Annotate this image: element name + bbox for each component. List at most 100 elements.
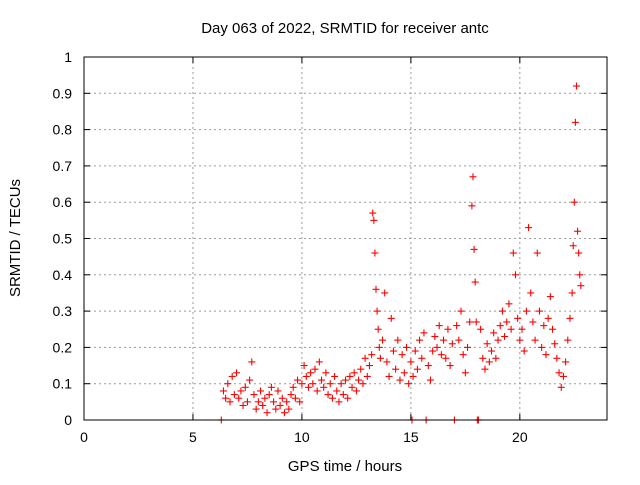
y-tick-label-0.5: 0.5: [53, 231, 73, 247]
data-point-0-156: [540, 322, 548, 330]
data-point-0-139: [503, 318, 511, 326]
data-point-0-146: [518, 325, 526, 333]
data-point-0-14: [248, 358, 256, 366]
data-point-0-140: [505, 300, 513, 308]
data-point-0-32: [287, 391, 295, 399]
data-point-0-107: [440, 336, 448, 344]
data-point-0-127: [477, 325, 485, 333]
x-tick-label-0: 0: [80, 429, 88, 445]
data-point-0-176: [576, 271, 584, 279]
data-point-0-136: [496, 322, 504, 330]
x-tick-label-5: 5: [189, 429, 197, 445]
data-point-0-84: [392, 365, 400, 373]
data-point-0-153: [533, 249, 541, 257]
data-point-0-93: [409, 372, 417, 380]
data-point-0-105: [435, 322, 443, 330]
data-point-0-29: [280, 409, 288, 417]
data-point-0-115: [457, 307, 465, 315]
y-axis-label: SRMTID / TECUs: [7, 179, 24, 297]
data-point-0-106: [437, 351, 445, 359]
data-point-0-114: [455, 336, 463, 344]
data-point-0-25: [272, 405, 280, 413]
x-tick-label-20: 20: [512, 429, 528, 445]
data-point-0-148: [522, 307, 530, 315]
data-point-0-122: [470, 245, 478, 253]
data-point-0-1: [219, 387, 227, 395]
data-point-0-73: [372, 285, 380, 293]
data-point-0-52: [331, 372, 339, 380]
data-point-0-68: [365, 362, 373, 370]
data-point-0-34: [291, 394, 299, 402]
data-point-0-78: [379, 336, 387, 344]
data-point-0-3: [224, 380, 232, 388]
data-point-0-83: [389, 347, 397, 355]
data-point-0-149: [525, 224, 533, 232]
data-point-0-113: [453, 322, 461, 330]
data-point-0-167: [564, 336, 572, 344]
data-point-0-91: [407, 358, 415, 366]
data-point-0-164: [557, 383, 565, 391]
data-point-0-6: [230, 391, 238, 399]
plot-area-border: [83, 56, 608, 421]
data-point-0-111: [448, 340, 456, 348]
data-point-0-166: [562, 358, 570, 366]
y-tick-label-0.7: 0.7: [53, 158, 73, 174]
data-point-0-16: [252, 405, 260, 413]
data-point-0-130: [483, 340, 491, 348]
data-point-0-63: [355, 376, 363, 384]
y-tick-label-0.8: 0.8: [53, 122, 73, 138]
data-point-0-173: [572, 82, 580, 90]
data-point-0-67: [363, 372, 371, 380]
data-point-0-46: [318, 376, 326, 384]
data-point-0-98: [420, 329, 428, 337]
data-point-0-56: [339, 391, 347, 399]
data-point-0-81: [385, 372, 393, 380]
data-point-0-158: [544, 314, 552, 322]
x-tick-label-10: 10: [294, 429, 310, 445]
y-tick-label-0.2: 0.2: [53, 339, 73, 355]
data-point-0-168: [566, 314, 574, 322]
data-point-0-27: [276, 401, 284, 409]
data-point-0-17: [254, 398, 262, 406]
data-point-0-117: [461, 369, 469, 377]
data-point-0-24: [270, 398, 278, 406]
data-point-0-4: [226, 398, 234, 406]
data-point-0-145: [516, 336, 524, 344]
data-point-0-75: [374, 325, 382, 333]
data-point-0-12: [243, 398, 251, 406]
data-point-0-61: [350, 369, 358, 377]
data-point-0-87: [398, 351, 406, 359]
data-point-0-174: [574, 227, 582, 235]
data-point-0-42: [309, 380, 317, 388]
data-point-0-154: [535, 307, 543, 315]
data-point-0-64: [357, 365, 365, 373]
data-point-0-137: [498, 307, 506, 315]
data-point-0-77: [376, 354, 384, 362]
data-point-0-72: [371, 249, 379, 257]
data-point-0-59: [346, 372, 354, 380]
data-point-0-23: [267, 383, 275, 391]
data-point-0-120: [468, 202, 476, 210]
data-point-0-15: [250, 391, 258, 399]
data-point-0-82: [387, 314, 395, 322]
data-point-0-104: [433, 343, 441, 351]
data-point-0-128: [479, 354, 487, 362]
data-point-0-108: [442, 354, 450, 362]
data-point-0-132: [488, 347, 496, 355]
data-point-0-131: [485, 358, 493, 366]
data-point-0-51: [328, 394, 336, 402]
data-point-0-172: [571, 118, 579, 126]
data-point-0-50: [326, 380, 334, 388]
data-point-0-121: [469, 173, 477, 181]
data-point-0-109: [444, 325, 452, 333]
tick-label-layer: 0 5 10 15 20 0 0.1 0.2 0.3 0.4 0.5 0.6 0.7 0.8 0.9 1: [53, 49, 528, 445]
data-point-0-79: [381, 289, 389, 297]
x-axis-label: GPS time / hours: [288, 458, 402, 475]
data-point-0-165: [559, 372, 567, 380]
data-point-0-38: [300, 362, 308, 370]
data-point-0-28: [278, 394, 286, 402]
data-point-0-100: [424, 362, 432, 370]
